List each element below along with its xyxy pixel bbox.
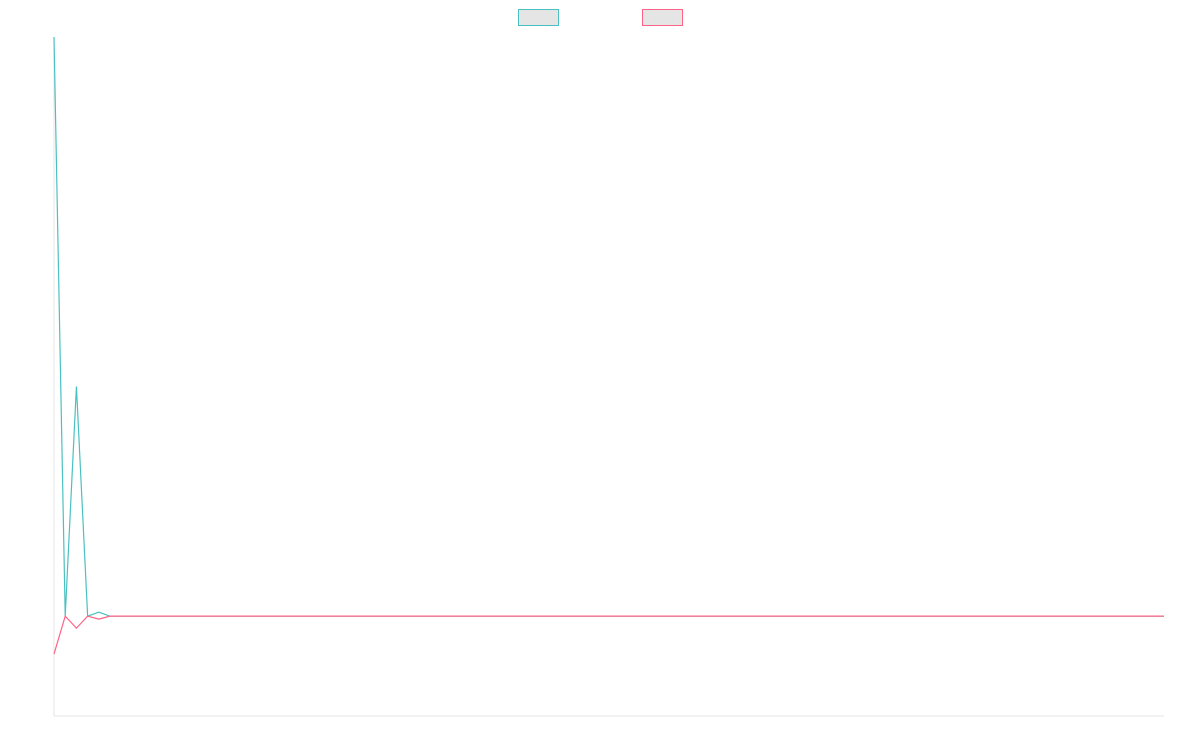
legend <box>518 9 683 26</box>
series-line-1 <box>53 36 1164 617</box>
legend-swatch-2[interactable] <box>642 9 683 26</box>
series-line-2 <box>53 614 1164 655</box>
legend-swatch-1[interactable] <box>518 9 559 26</box>
axes <box>53 37 1164 717</box>
series-layer <box>53 36 1164 655</box>
